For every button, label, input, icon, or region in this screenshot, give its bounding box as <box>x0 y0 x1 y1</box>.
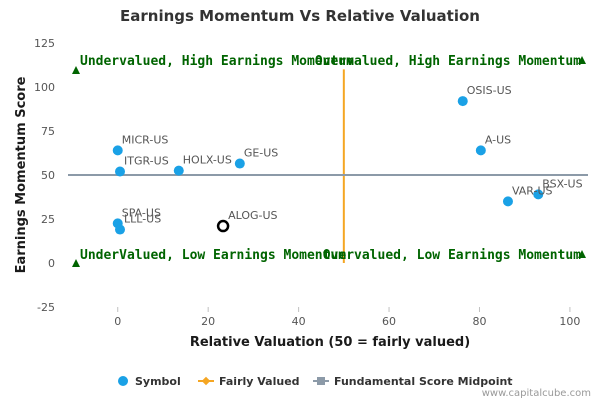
data-point-label: SPA-US <box>122 206 161 219</box>
data-point[interactable] <box>457 96 468 107</box>
legend: Symbol Fairly Valued Fundamental Score M… <box>118 375 513 388</box>
y-tick-label: -25 <box>37 301 55 314</box>
y-tick-label: 50 <box>41 169 55 182</box>
legend-label-fairly-valued: Fairly Valued <box>219 375 300 388</box>
legend-fairly-valued-marker <box>201 376 211 386</box>
y-tick-label: 75 <box>41 125 55 138</box>
x-tick-label: 0 <box>114 315 121 328</box>
x-tick-label: 40 <box>292 315 306 328</box>
x-axis-ticks: 0 20 40 60 80 100 <box>114 307 580 328</box>
data-point[interactable] <box>475 145 486 156</box>
data-point[interactable] <box>112 145 123 156</box>
legend-label-symbol: Symbol <box>135 375 181 388</box>
data-point[interactable] <box>502 196 513 207</box>
x-tick-label: 20 <box>201 315 215 328</box>
x-axis-title: Relative Valuation (50 = fairly valued) <box>190 335 470 350</box>
y-tick-label: 100 <box>34 81 55 94</box>
legend-item-midpoint[interactable]: Fundamental Score Midpoint <box>313 375 513 388</box>
data-point-label: VAR-US <box>512 184 553 197</box>
data-point-label: MICR-US <box>122 133 169 146</box>
y-axis-title: Earnings Momentum Score <box>14 76 29 273</box>
quadrant-marker-top-left <box>72 66 80 74</box>
data-point[interactable] <box>533 189 544 200</box>
y-axis-ticks: -25 0 25 50 75 100 125 <box>34 37 55 314</box>
quadrant-label-undervalued-high: Undervalued, High Earnings Momentum <box>80 54 354 69</box>
data-point-label: ITGR-US <box>124 154 169 167</box>
reference-lines <box>68 69 588 263</box>
x-tick-label: 100 <box>559 315 580 328</box>
data-point-label: BSX-US <box>542 177 582 190</box>
data-point-label: GE-US <box>244 147 278 160</box>
legend-midpoint-marker <box>317 377 325 385</box>
chart-title: Earnings Momentum Vs Relative Valuation <box>120 7 480 25</box>
quadrant-label-undervalued-low: UnderValued, Low Earnings Momentum <box>80 248 346 263</box>
data-point[interactable] <box>173 165 184 176</box>
data-point-label: A-US <box>485 133 511 146</box>
data-point[interactable] <box>115 166 125 177</box>
quadrant-marker-top-right <box>578 56 586 64</box>
legend-item-symbol[interactable]: Symbol <box>118 375 181 388</box>
data-point-label: OSIS-US <box>467 84 512 97</box>
legend-symbol-marker <box>118 376 128 386</box>
quadrant-label-overvalued-low: Overvalued, Low Earnings Momentum <box>323 248 581 263</box>
y-tick-label: 0 <box>48 257 55 270</box>
highlighted-data-point[interactable] <box>216 219 230 233</box>
data-point[interactable] <box>234 158 245 169</box>
credit-text: www.capitalcube.com <box>482 388 591 399</box>
x-tick-label: 60 <box>382 315 396 328</box>
legend-label-midpoint: Fundamental Score Midpoint <box>334 375 513 388</box>
quadrant-labels: Undervalued, High Earnings Momentum Over… <box>72 54 586 267</box>
x-tick-label: 80 <box>472 315 486 328</box>
data-point-label: HOLX-US <box>183 154 232 167</box>
legend-item-fairly-valued[interactable]: Fairly Valued <box>198 375 300 388</box>
y-tick-label: 25 <box>41 213 55 226</box>
data-point[interactable] <box>115 224 125 235</box>
quadrant-marker-bottom-left <box>72 259 80 267</box>
quadrant-label-overvalued-high: Overvalued, High Earnings Momentum <box>315 54 581 69</box>
quadrant-marker-bottom-right <box>578 250 586 258</box>
plot-area: 0 20 40 60 80 100 -25 0 25 50 75 100 125 Undervalue… <box>34 37 588 328</box>
data-point-label: LLL-US <box>124 213 161 226</box>
y-tick-label: 125 <box>34 37 55 50</box>
highlighted-data-point-label: ALOG-US <box>228 209 277 222</box>
